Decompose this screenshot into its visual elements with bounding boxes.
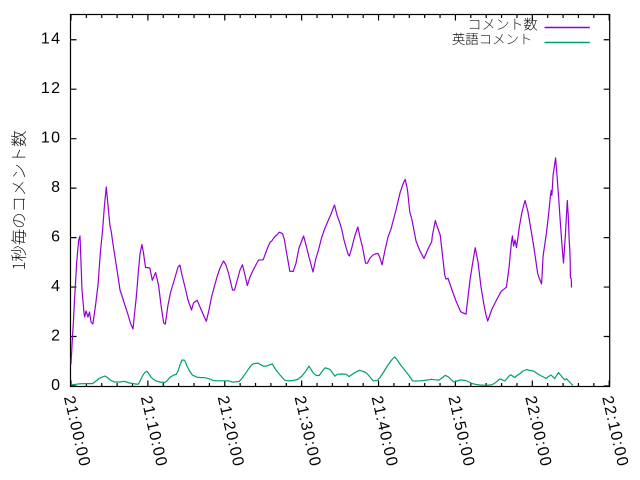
svg-text:14: 14	[41, 31, 61, 48]
svg-text:8: 8	[51, 179, 61, 196]
svg-text:4: 4	[51, 278, 61, 295]
svg-text:6: 6	[51, 229, 61, 246]
svg-text:2: 2	[51, 327, 61, 344]
svg-text:0: 0	[51, 377, 61, 394]
svg-text:12: 12	[41, 80, 61, 97]
svg-text:10: 10	[41, 130, 61, 147]
